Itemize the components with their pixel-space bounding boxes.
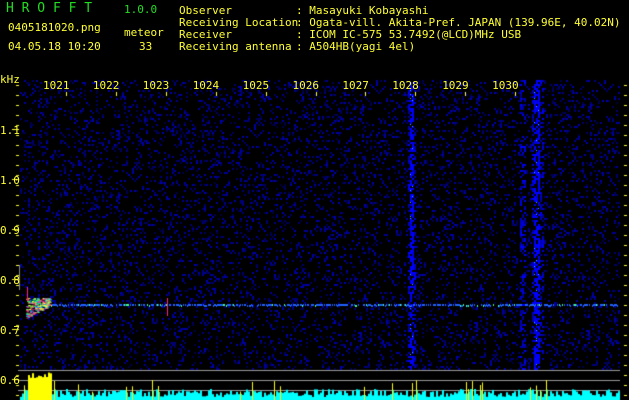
meteor-label: meteor bbox=[124, 26, 164, 39]
info-label: Observer bbox=[179, 4, 232, 17]
y-axis-unit: kHz bbox=[0, 73, 20, 86]
info-label: Receiving Location bbox=[179, 16, 299, 29]
filename: 0405181020.png bbox=[8, 21, 101, 34]
frequency-label: 1030 bbox=[492, 79, 519, 92]
info-label: Receiving antenna bbox=[179, 40, 292, 53]
y-tick-label: 0.8 bbox=[0, 274, 20, 287]
meteor-count: 33 bbox=[139, 40, 153, 53]
info-label: Receiver bbox=[179, 28, 232, 41]
y-tick-label: 0.6 bbox=[0, 374, 20, 387]
frequency-label: 1027 bbox=[342, 79, 369, 92]
frequency-label: 1023 bbox=[142, 79, 170, 92]
datetime: 04.05.18 10:20 bbox=[8, 40, 101, 53]
info-value: : A504HB(yagi 4el) bbox=[296, 40, 416, 53]
info-value: : Masayuki Kobayashi bbox=[296, 4, 429, 17]
y-tick-label: 1.1 bbox=[0, 124, 20, 137]
y-tick-label: 1.0 bbox=[0, 174, 20, 187]
info-value: : ICOM IC-575 53.7492(@LCD)MHz USB bbox=[296, 28, 522, 41]
frequency-label: 1022 bbox=[92, 79, 120, 92]
frequency-label: 1024 bbox=[192, 79, 220, 92]
frequency-label: 1021 bbox=[43, 79, 70, 92]
frequency-label: 1028 bbox=[392, 79, 419, 92]
app-title: H R O F F T bbox=[6, 1, 93, 16]
y-tick-label: 0.9 bbox=[0, 224, 20, 237]
y-tick-label: 0.7 bbox=[0, 324, 20, 337]
frequency-label: 1025 bbox=[242, 79, 270, 92]
app-version: 1.0.0 bbox=[124, 3, 158, 16]
frequency-label: 1026 bbox=[292, 79, 320, 92]
frequency-label: 1029 bbox=[442, 79, 469, 92]
info-value: : Ogata-vill. Akita-Pref. JAPAN (139.96E… bbox=[296, 16, 621, 29]
